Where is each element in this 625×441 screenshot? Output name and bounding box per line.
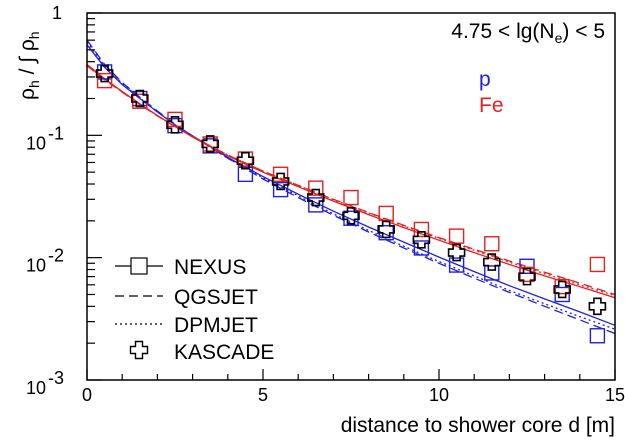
fit-curve-p-dpmjet xyxy=(86,41,616,330)
legend-entry-nexus: NEXUS xyxy=(115,256,246,279)
data-point-p-nexus xyxy=(519,258,535,275)
legend-label-dpmjet: DPMJET xyxy=(174,314,258,337)
data-point-kascade xyxy=(412,230,431,249)
data-point-fe-nexus xyxy=(413,221,430,238)
y-axis: 110-110-210-3 xyxy=(26,3,102,398)
legend-label-kascade: KASCADE xyxy=(174,341,274,364)
x-tick-label: 10 xyxy=(429,385,449,405)
legend-entry-dpmjet: DPMJET xyxy=(115,314,258,337)
data-point-kascade xyxy=(342,206,360,225)
y-axis-title-sub2: h xyxy=(26,31,42,39)
y-tick-exponent: -2 xyxy=(48,246,64,266)
y-axis-title: ρh / ∫ ρh xyxy=(16,31,42,100)
data-point-kascade xyxy=(553,280,571,299)
data-point-p-nexus xyxy=(343,210,359,226)
legend-cross-marker xyxy=(129,340,149,360)
plot-frame xyxy=(86,12,616,381)
data-point-fe-nexus xyxy=(167,111,183,128)
selection-label-sub: e xyxy=(555,30,563,46)
data-point-fe-nexus xyxy=(448,228,465,244)
x-tick-label: 0 xyxy=(82,385,92,405)
y-tick-label: 1 xyxy=(52,3,62,23)
data-point-kascade xyxy=(131,89,149,108)
data-point-kascade xyxy=(201,135,219,153)
data-point-p-nexus xyxy=(448,257,465,273)
data-point-kascade xyxy=(447,243,466,262)
data-point-kascade xyxy=(95,64,114,83)
data-point-p-nexus xyxy=(272,181,289,198)
fit-curve-fe-dpmjet xyxy=(86,64,616,297)
legend: NEXUS QGSJET DPMJET KASCADE xyxy=(115,256,274,364)
y-tick-label: 10 xyxy=(26,256,46,276)
data-point-kascade xyxy=(518,267,536,286)
y-tick-exponent: -1 xyxy=(48,123,64,143)
data-point-fe-nexus xyxy=(484,236,500,252)
data-point-kascade xyxy=(236,151,255,170)
data-point-fe-nexus xyxy=(272,166,289,183)
data-point-fe-nexus xyxy=(378,205,394,222)
y-axis-title-sub: h xyxy=(26,80,42,88)
data-point-kascade xyxy=(166,115,184,134)
data-markers xyxy=(95,64,607,344)
legend-label-qgsjet: QGSJET xyxy=(174,286,258,309)
selection-label-suffix: ) < 5 xyxy=(562,20,605,43)
x-tick-label: 5 xyxy=(258,385,268,405)
x-axis-title: distance to shower core d [m] xyxy=(341,414,615,437)
data-point-fe-nexus xyxy=(96,72,113,89)
data-point-kascade xyxy=(271,172,290,191)
data-point-fe-nexus xyxy=(343,189,359,206)
primary-label-p: p xyxy=(479,68,491,91)
y-axis-title-rho: ρ xyxy=(16,88,39,100)
data-point-p-nexus xyxy=(308,197,324,213)
selection-label: 4.75 < lg(Ne) < 5 xyxy=(451,20,605,46)
y-tick-exponent: -3 xyxy=(48,368,64,388)
legend-entry-kascade: KASCADE xyxy=(129,340,274,364)
legend-entry-qgsjet: QGSJET xyxy=(115,286,258,309)
data-point-kascade xyxy=(377,220,395,239)
y-tick-label: 10 xyxy=(26,133,46,153)
data-point-p-nexus xyxy=(237,166,254,183)
data-point-fe-nexus xyxy=(202,136,218,152)
data-point-p-nexus xyxy=(413,240,430,256)
primary-label-fe: Fe xyxy=(479,94,504,117)
data-point-fe-nexus xyxy=(589,256,606,273)
data-point-fe-nexus xyxy=(519,266,535,283)
x-tick-label: 15 xyxy=(605,385,625,405)
legend-label-nexus: NEXUS xyxy=(174,256,246,279)
y-axis-title-mid: / ∫ ρ xyxy=(16,39,39,80)
fit-curve-p-qgsjet xyxy=(86,39,616,335)
data-point-fe-nexus xyxy=(308,180,324,196)
x-axis: 0 5 10 15 xyxy=(82,369,625,405)
legend-square-marker xyxy=(130,257,148,275)
data-point-p-nexus xyxy=(554,286,570,303)
data-point-kascade xyxy=(483,253,501,271)
selection-label-prefix: 4.75 < lg(N xyxy=(451,20,554,43)
data-point-kascade xyxy=(307,188,325,207)
data-point-p-nexus xyxy=(484,265,500,281)
y-tick-label: 10 xyxy=(26,378,46,398)
data-point-kascade xyxy=(588,297,607,316)
data-point-p-nexus xyxy=(589,328,606,344)
